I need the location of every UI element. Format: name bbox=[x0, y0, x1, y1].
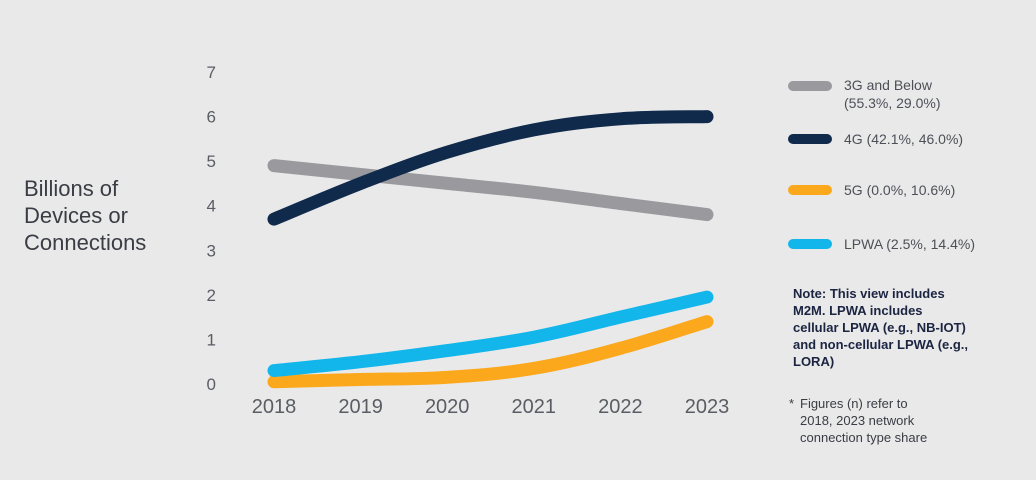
legend-swatch-5g bbox=[788, 185, 832, 195]
series-line-3g bbox=[267, 159, 714, 222]
y-tick-label: 7 bbox=[207, 63, 216, 82]
y-axis-label-line: Billions of bbox=[24, 176, 119, 201]
legend-label-5g: 5G (0.0%, 10.6%) bbox=[844, 181, 955, 199]
series-line-4g bbox=[267, 110, 714, 226]
note-line: and non-cellular LPWA (e.g., bbox=[793, 337, 969, 352]
legend-swatch-4g bbox=[788, 134, 832, 144]
x-tick-label: 2023 bbox=[685, 396, 730, 418]
note-line: cellular LPWA (e.g., NB-IOT) bbox=[793, 320, 966, 335]
legend-swatch-3g bbox=[788, 81, 832, 91]
y-axis-label-line: Devices or bbox=[24, 203, 128, 228]
legend-label-3g: 3G and Below (55.3%, 29.0%) bbox=[844, 76, 941, 112]
legend-label-line: 4G (42.1%, 46.0%) bbox=[844, 131, 964, 147]
y-tick-label: 6 bbox=[207, 108, 216, 127]
series-line-5g bbox=[267, 315, 714, 389]
footnote-line: Figures (n) refer to bbox=[800, 396, 908, 411]
series-lines bbox=[267, 110, 714, 389]
footnote-marker: * bbox=[789, 396, 795, 411]
chart-note: Note: This view includes M2M. LPWA inclu… bbox=[793, 285, 1033, 370]
y-tick-label: 1 bbox=[207, 330, 216, 349]
series-line-lpwa bbox=[267, 290, 714, 378]
x-tick-label: 2021 bbox=[512, 396, 557, 418]
y-axis-ticks: 0 1 2 3 4 5 6 7 bbox=[207, 63, 216, 394]
y-tick-label: 4 bbox=[207, 197, 216, 216]
legend-label-line: LPWA (2.5%, 14.4%) bbox=[844, 236, 975, 252]
x-tick-label: 2019 bbox=[338, 396, 383, 418]
legend-label-line: (55.3%, 29.0%) bbox=[844, 95, 941, 111]
note-line: LORA) bbox=[793, 354, 835, 369]
y-tick-label: 5 bbox=[207, 152, 216, 171]
legend-label-line: 3G and Below bbox=[844, 77, 932, 93]
y-axis-label: Billions of Devices or Connections bbox=[24, 175, 184, 256]
y-axis-label-line: Connections bbox=[24, 230, 147, 255]
note-line: Note: This view includes bbox=[793, 286, 945, 301]
footnote-line: 2018, 2023 network bbox=[800, 413, 915, 428]
legend-swatch-lpwa bbox=[788, 239, 832, 249]
x-tick-label: 2018 bbox=[252, 396, 297, 418]
x-tick-label: 2020 bbox=[425, 396, 470, 418]
legend-label-lpwa: LPWA (2.5%, 14.4%) bbox=[844, 235, 975, 253]
footnote-line: connection type share bbox=[800, 430, 928, 445]
y-tick-label: 0 bbox=[207, 375, 216, 394]
x-tick-label: 2022 bbox=[598, 396, 643, 418]
legend-label-4g: 4G (42.1%, 46.0%) bbox=[844, 130, 963, 148]
note-line: M2M. LPWA includes bbox=[793, 303, 923, 318]
legend-label-line: 5G (0.0%, 10.6%) bbox=[844, 182, 956, 198]
line-chart-plot: 0 1 2 3 4 5 6 7 2018 2019 2020 2021 2022 2023 bbox=[207, 63, 730, 418]
x-axis-ticks: 2018 2019 2020 2021 2022 2023 bbox=[252, 396, 730, 418]
y-tick-label: 2 bbox=[207, 286, 216, 305]
y-tick-label: 3 bbox=[207, 241, 216, 260]
